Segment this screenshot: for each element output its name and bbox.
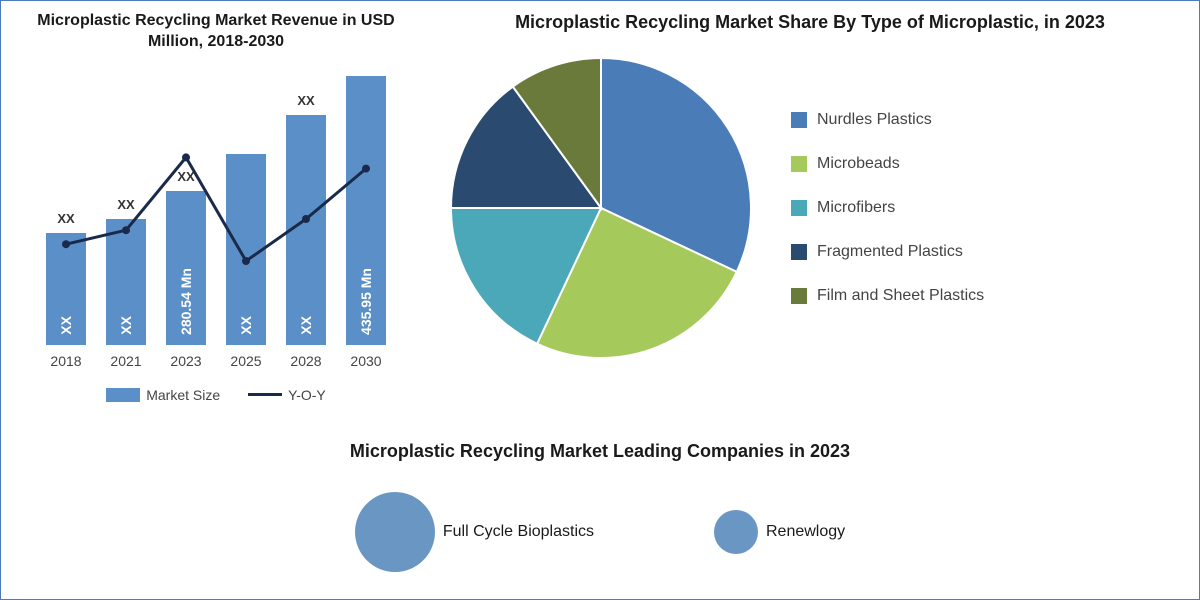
bar: 435.95 Mn: [346, 76, 386, 345]
companies-section: Microplastic Recycling Market Leading Co…: [1, 441, 1199, 582]
bar-chart-area: XXXXXXXX280.54 MnXXXXXXXX435.95 Mn: [36, 65, 396, 345]
company-bubble-group: Renewlogy: [714, 510, 845, 554]
bar-chart-section: Microplastic Recycling Market Revenue in…: [1, 1, 421, 441]
pie-chart-title: Microplastic Recycling Market Share By T…: [441, 11, 1179, 34]
chart-container: Microplastic Recycling Market Revenue in…: [0, 0, 1200, 600]
top-row: Microplastic Recycling Market Revenue in…: [1, 1, 1199, 441]
pie-legend-item: Nurdles Plastics: [791, 111, 984, 129]
bar-value: XX: [238, 316, 254, 335]
bar-value: XX: [298, 316, 314, 335]
x-axis-label: 2025: [221, 353, 271, 369]
x-axis-labels: 2018 2021 2023 2025 2028 2030: [36, 353, 396, 369]
pie-legend-item: Film and Sheet Plastics: [791, 287, 984, 305]
pie-legend-label: Fragmented Plastics: [817, 243, 963, 261]
x-axis-label: 2021: [101, 353, 151, 369]
bar-value: 435.95 Mn: [358, 268, 374, 335]
legend-swatch-line: [248, 393, 282, 396]
bar-top-label: XX: [57, 211, 74, 226]
bar-group: 280.54 MnXX: [161, 191, 211, 345]
pie-legend-swatch: [791, 244, 807, 260]
pie-legend-swatch: [791, 112, 807, 128]
pie-legend-label: Film and Sheet Plastics: [817, 287, 984, 305]
pie-legend-swatch: [791, 200, 807, 216]
pie-legend-label: Microbeads: [817, 155, 900, 173]
pie-chart-section: Microplastic Recycling Market Share By T…: [421, 1, 1199, 441]
legend-market-size: Market Size: [106, 387, 220, 403]
x-axis-label: 2018: [41, 353, 91, 369]
companies-bubbles: Full Cycle Bioplastics Renewlogy: [41, 482, 1159, 582]
bar-value: 280.54 Mn: [178, 268, 194, 335]
bar: 280.54 MnXX: [166, 191, 206, 345]
bar-top-label: XX: [117, 197, 134, 212]
bar-group: XXXX: [41, 233, 91, 345]
pie-legend-item: Fragmented Plastics: [791, 243, 984, 261]
legend-label-yoy: Y-O-Y: [288, 387, 326, 403]
bar: XXXX: [46, 233, 86, 345]
bar-chart-legend: Market Size Y-O-Y: [31, 387, 401, 403]
pie-legend-item: Microbeads: [791, 155, 984, 173]
companies-title: Microplastic Recycling Market Leading Co…: [41, 441, 1159, 462]
pie-legend-swatch: [791, 288, 807, 304]
company-label: Renewlogy: [766, 523, 845, 541]
x-axis-label: 2030: [341, 353, 391, 369]
pie-body: Nurdles Plastics Microbeads Microfibers Fra…: [441, 48, 1179, 368]
x-axis-label: 2028: [281, 353, 331, 369]
bar-value: XX: [58, 316, 74, 335]
bar: XXXX: [106, 219, 146, 345]
pie-legend-label: Microfibers: [817, 199, 895, 217]
company-bubble: [714, 510, 758, 554]
bar-group: 435.95 Mn: [341, 76, 391, 345]
bar-group: XXXX: [281, 115, 331, 345]
bar: XXXX: [286, 115, 326, 345]
legend-label-market-size: Market Size: [146, 387, 220, 403]
company-bubble: [355, 492, 435, 572]
bar: XX: [226, 154, 266, 344]
bar-group: XX: [221, 154, 271, 344]
legend-yoy: Y-O-Y: [248, 387, 326, 403]
pie-legend-swatch: [791, 156, 807, 172]
x-axis-label: 2023: [161, 353, 211, 369]
pie-legend: Nurdles Plastics Microbeads Microfibers Fra…: [791, 111, 984, 305]
pie-svg-wrap: [441, 48, 761, 368]
pie-legend-item: Microfibers: [791, 199, 984, 217]
bar-top-label: XX: [297, 93, 314, 108]
pie-legend-label: Nurdles Plastics: [817, 111, 932, 129]
bar-group: XXXX: [101, 219, 151, 345]
bar-chart-title: Microplastic Recycling Market Revenue in…: [31, 11, 401, 53]
legend-swatch-bar: [106, 388, 140, 402]
bar-top-label: XX: [177, 169, 194, 184]
company-label: Full Cycle Bioplastics: [443, 523, 594, 541]
pie-chart: [441, 48, 761, 368]
bar-value: XX: [118, 316, 134, 335]
company-bubble-group: Full Cycle Bioplastics: [355, 492, 594, 572]
